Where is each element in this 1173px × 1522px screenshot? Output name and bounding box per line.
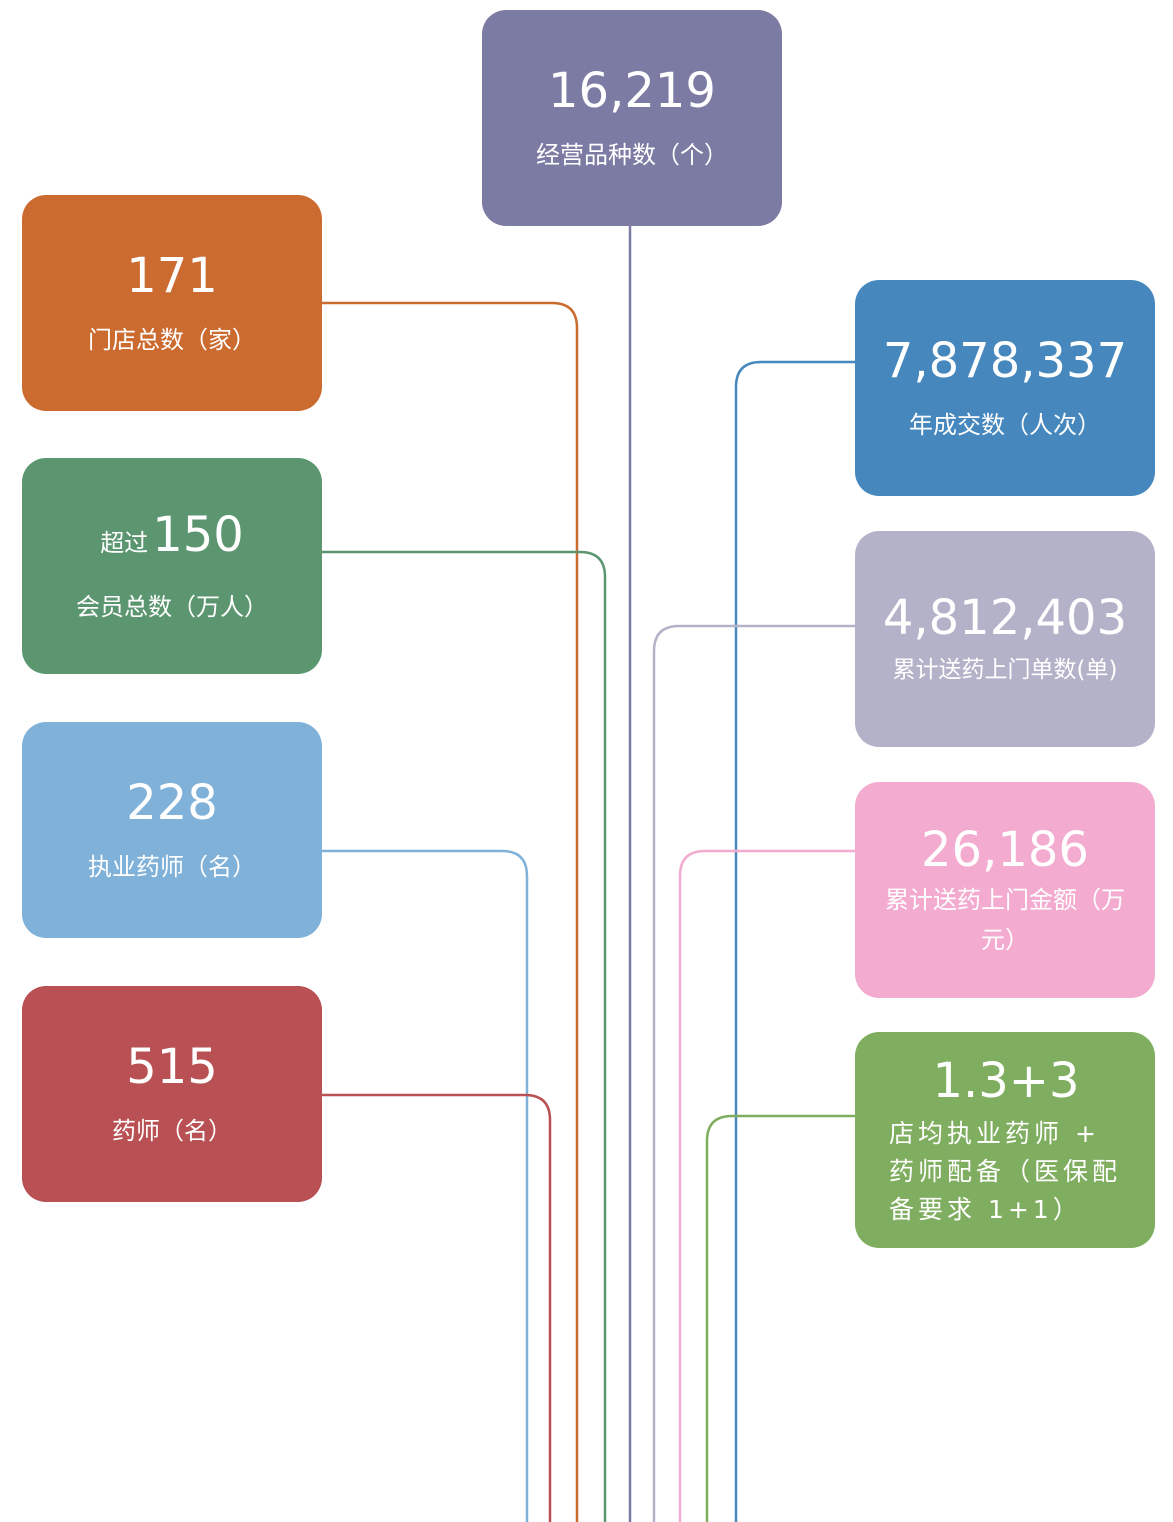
connector (734, 360, 855, 1522)
card-label: 年成交数（人次） (909, 411, 1101, 439)
card-value: 228 (126, 775, 218, 831)
card-label: 经营品种数（个） (536, 141, 728, 169)
card: 26,186 累计送药上门金额（万元） (855, 782, 1155, 998)
card-label: 门店总数（家） (88, 326, 256, 354)
card-label: 累计送药上门单数(单) (892, 657, 1118, 683)
connector (321, 550, 607, 1522)
card-value: 7,878,337 (882, 333, 1128, 389)
connector (678, 849, 855, 1522)
card-value: 16,219 (548, 63, 716, 119)
connector (321, 1093, 552, 1522)
card-value: 1.3+3 (932, 1053, 1080, 1109)
card: 515 药师（名） (22, 986, 322, 1202)
card: 4,812,403 累计送药上门单数(单) (855, 531, 1155, 747)
card: 1.3+3 店均执业药师 + 药师配备（医保配备要求 1+1） (855, 1032, 1155, 1248)
card: 228 执业药师（名） (22, 722, 322, 938)
card-label: 执业药师（名） (88, 853, 256, 881)
card: 超过150 会员总数（万人） (22, 458, 322, 674)
card-label: 累计送药上门金额（万元） (885, 886, 1125, 954)
card-label: 店均执业药师 + 药师配备（医保配备要求 1+1） (889, 1119, 1122, 1224)
connector (321, 849, 529, 1522)
card: 7,878,337 年成交数（人次） (855, 280, 1155, 496)
card-value-row: 超过150 (100, 505, 244, 573)
card-value: 150 (152, 507, 244, 563)
card-value: 515 (126, 1039, 218, 1095)
card-value: 4,812,403 (882, 590, 1128, 646)
connector (705, 1114, 855, 1522)
card: 171 门店总数（家） (22, 195, 322, 411)
card-value: 26,186 (921, 822, 1089, 878)
connector (321, 301, 579, 1522)
card: 16,219 经营品种数（个） (482, 10, 782, 226)
card-value: 171 (126, 248, 218, 304)
card-prefix: 超过 (100, 529, 149, 557)
card-label: 药师（名） (112, 1117, 232, 1145)
connector (652, 624, 855, 1522)
card-label: 会员总数（万人） (76, 593, 268, 621)
